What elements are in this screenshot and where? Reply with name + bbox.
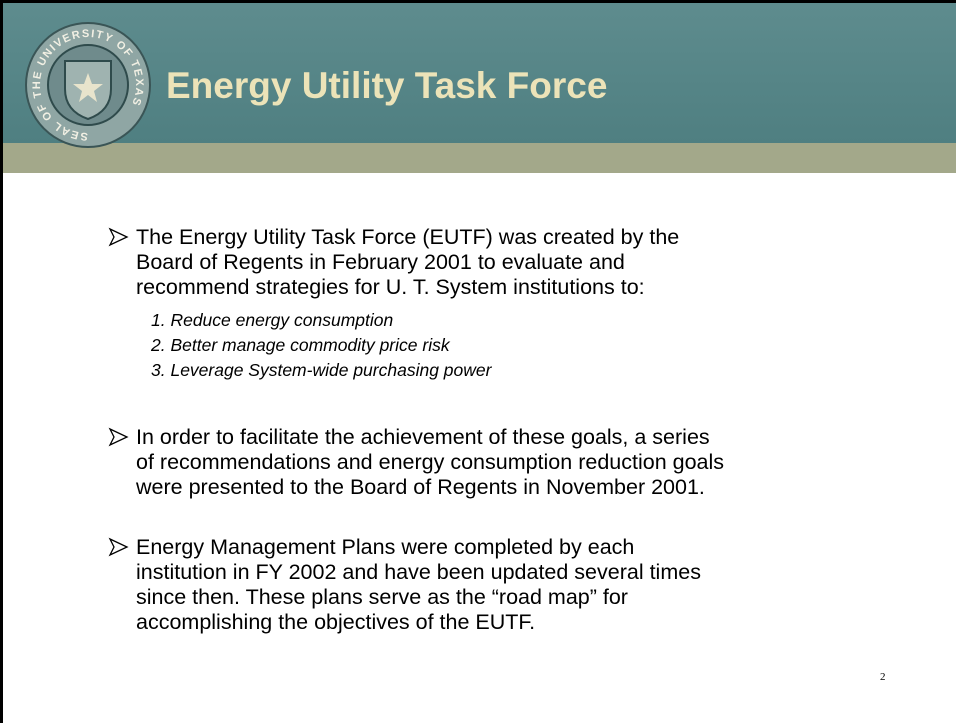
bullet-line: of recommendations and energy consumptio… — [136, 450, 725, 474]
sub-item: 3. Leverage System-wide purchasing power — [151, 360, 492, 380]
bullet-arrow — [108, 227, 129, 247]
sub-item: 1. Reduce energy consumption — [151, 310, 394, 330]
bullet-arrow — [108, 427, 129, 447]
bullet-line: The Energy Utility Task Force (EUTF) was… — [136, 225, 680, 249]
decor: SEAL OF THE UNIVERSITY OF TEXAS — [25, 22, 151, 557]
slide-title: Energy Utility Task Force — [166, 65, 608, 106]
accent-band — [3, 143, 956, 173]
bullet-arrow — [108, 537, 129, 557]
seal-star — [73, 73, 103, 102]
bullet-line: Energy Management Plans were completed b… — [136, 535, 635, 559]
bullet-line: In order to facilitate the achievement o… — [136, 425, 710, 449]
sub-item: 2. Better manage commodity price risk — [151, 335, 450, 355]
bullet-line: since then. These plans serve as the “ro… — [136, 585, 628, 609]
bullet-line: institution in FY 2002 and have been upd… — [136, 560, 701, 584]
page-number: 2 — [880, 671, 886, 683]
bullet-line: were presented to the Board of Regents i… — [136, 475, 705, 499]
bullet-line: accomplishing the objectives of the EUTF… — [136, 610, 536, 634]
bullet-line: recommend strategies for U. T. System in… — [136, 275, 645, 299]
header-band — [3, 3, 956, 143]
bullet-line: Board of Regents in February 2001 to eva… — [136, 250, 625, 274]
